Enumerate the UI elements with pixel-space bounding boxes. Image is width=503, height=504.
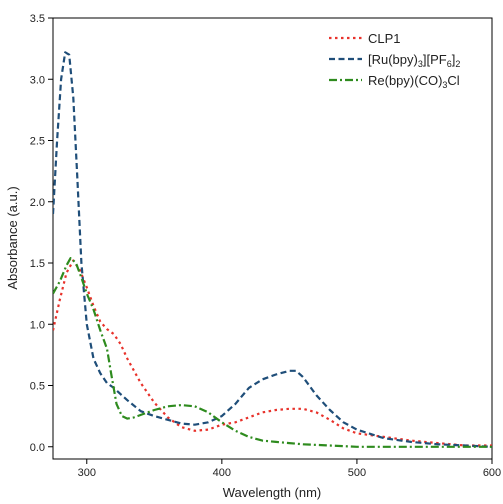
legend-label: CLP1 (368, 31, 401, 46)
y-tick-label: 0.0 (30, 442, 45, 454)
legend-label-part: 3 (442, 80, 447, 90)
y-tick-label: 1.0 (30, 319, 45, 331)
series-layer (53, 51, 492, 448)
y-tick-label: 1.5 (30, 258, 45, 270)
legend-label-part: ][PF (423, 52, 447, 67)
legend-label-part: Re(bpy)(CO) (368, 73, 442, 88)
x-axis-title: Wavelength (nm) (223, 485, 322, 500)
y-tick-label: 2.0 (30, 197, 45, 209)
x-tick-label: 400 (213, 467, 231, 479)
legend-label-part: 6 (447, 59, 452, 69)
series-line-1 (53, 259, 492, 447)
y-tick-label: 2.5 (30, 136, 45, 148)
legend: CLP1[Ru(bpy)3][PF6]2Re(bpy)(CO)3Cl (329, 31, 460, 90)
y-tick-label: 0.5 (30, 381, 45, 393)
legend-label-part: Cl (447, 73, 459, 88)
legend-label-part: [Ru(bpy) (368, 52, 418, 67)
legend-label-part: 3 (418, 59, 423, 69)
legend-label: Re(bpy)(CO)3Cl (368, 73, 460, 90)
x-tick-label: 300 (78, 467, 96, 479)
legend-label-part: CLP1 (368, 31, 401, 46)
y-tick-label: 3.5 (30, 13, 45, 25)
legend-label-part: ] (452, 52, 456, 67)
legend-label-part: 2 (455, 59, 460, 69)
y-axis-title: Absorbance (a.u.) (5, 186, 20, 289)
series-line-2 (53, 51, 492, 448)
series-line-3 (53, 257, 492, 448)
x-tick-label: 500 (348, 467, 366, 479)
x-tick-label: 600 (483, 467, 501, 479)
axis-layer: 300 400 500 600 0.0 0.5 1.0 1.5 2.0 2.5 3.0 3.5 (30, 13, 501, 479)
plot-area-frame (52, 17, 493, 460)
y-tick-label: 3.0 (30, 74, 45, 86)
legend-label: [Ru(bpy)3][PF6]2 (368, 52, 460, 69)
